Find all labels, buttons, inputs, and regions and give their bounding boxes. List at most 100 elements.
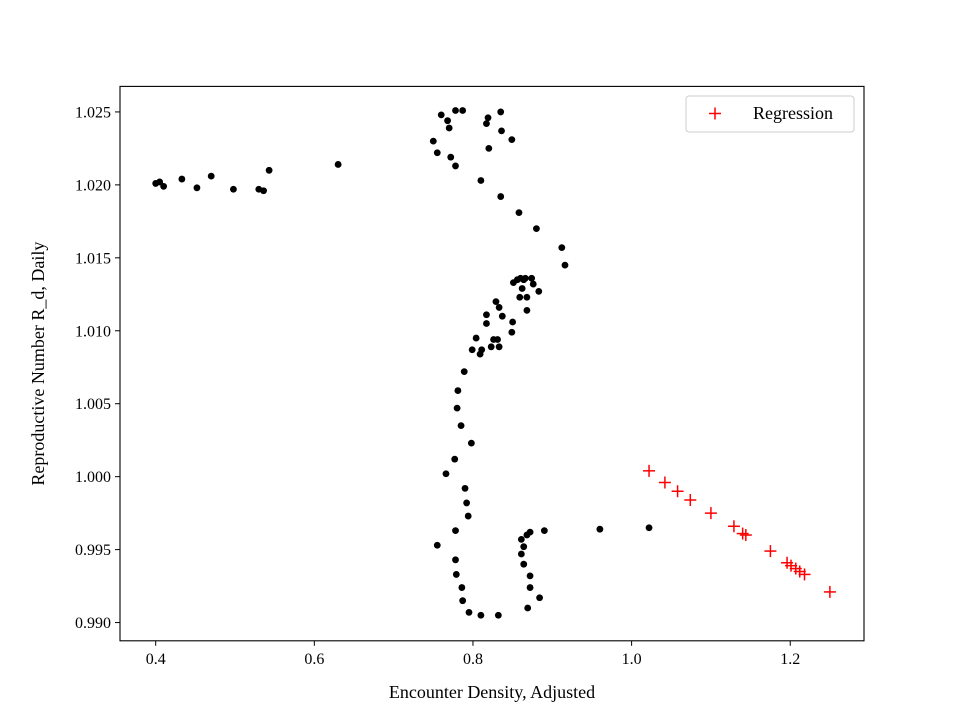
data-point	[540, 527, 548, 535]
data-point	[596, 525, 604, 533]
x-axis-ticks: 0.4 0.6 0.8 1.0 1.2	[146, 640, 800, 668]
regression-point	[785, 559, 798, 572]
data-point	[433, 541, 441, 549]
y-tick-label: 0.995	[75, 542, 111, 559]
data-point	[497, 193, 505, 200]
data-point	[528, 274, 536, 282]
data-point	[429, 137, 437, 145]
data-point	[521, 274, 529, 282]
data-point	[516, 293, 524, 301]
x-tick-label: 0.4	[146, 651, 166, 668]
data-point	[495, 304, 503, 311]
data-point	[452, 556, 459, 564]
data-point	[265, 166, 273, 174]
data-point	[494, 336, 501, 343]
data-point	[160, 182, 168, 190]
data-point	[452, 571, 460, 578]
regression-point	[736, 527, 749, 540]
data-point	[484, 114, 492, 122]
data-point	[536, 594, 543, 602]
data-point	[509, 318, 517, 326]
regression-point	[823, 585, 836, 598]
data-point	[454, 387, 462, 394]
legend-label-regression: Regression	[753, 103, 833, 123]
data-point	[445, 124, 453, 132]
regression-point	[798, 568, 811, 581]
data-point	[464, 512, 472, 520]
data-point	[476, 350, 484, 358]
data-point	[487, 343, 495, 351]
data-point	[457, 422, 465, 430]
data-point	[485, 145, 493, 152]
plot-frame	[119, 85, 865, 642]
data-point	[520, 560, 528, 568]
y-tick-label: 1.010	[75, 323, 111, 340]
legend-marker-regression	[709, 107, 721, 120]
data-point	[260, 187, 267, 195]
data-point	[452, 162, 459, 170]
data-point	[477, 177, 485, 184]
data-point	[472, 334, 480, 342]
data-point	[524, 604, 532, 612]
data-point	[492, 298, 500, 305]
data-point	[334, 161, 342, 168]
data-point	[451, 455, 459, 463]
legend-box	[685, 95, 855, 133]
data-point	[526, 528, 534, 536]
data-point	[437, 111, 445, 119]
data-point	[459, 107, 467, 114]
data-point	[533, 225, 540, 233]
data-point	[459, 597, 467, 605]
data-point	[461, 484, 469, 492]
data-point	[465, 608, 473, 616]
data-point	[230, 185, 237, 193]
data-point	[526, 572, 534, 580]
data-point	[508, 328, 516, 336]
data-point	[535, 287, 543, 295]
data-point	[520, 543, 528, 551]
data-point	[645, 524, 653, 532]
data-point	[444, 117, 451, 125]
data-point	[483, 120, 490, 128]
regression-point	[671, 485, 684, 498]
regression-point	[739, 529, 752, 542]
data-point	[460, 368, 468, 376]
regression-point	[704, 507, 717, 520]
data-point	[483, 320, 490, 327]
regression-point	[684, 494, 697, 507]
y-tick-label: 0.990	[75, 615, 111, 632]
y-tick-label: 1.005	[75, 396, 111, 413]
legend: Regression	[685, 95, 855, 133]
x-tick-label: 1.0	[622, 651, 642, 668]
y-tick-label: 1.020	[75, 177, 111, 194]
data-point	[483, 311, 490, 319]
data-point	[497, 108, 505, 116]
regression-point	[727, 520, 740, 533]
data-point	[453, 404, 461, 412]
data-point	[458, 584, 466, 591]
y-axis-label: Reproductive Number R_d, Daily	[28, 242, 48, 486]
data-point	[561, 261, 569, 269]
data-point	[207, 172, 215, 180]
data-point	[452, 107, 459, 114]
data-point	[442, 470, 450, 478]
x-tick-label: 1.2	[780, 651, 800, 668]
y-tick-label: 1.000	[75, 469, 111, 486]
data-point	[498, 312, 506, 320]
data-point	[508, 136, 516, 144]
x-tick-label: 0.8	[463, 651, 483, 668]
y-tick-label: 1.015	[75, 250, 111, 267]
data-point	[517, 550, 525, 558]
data-point	[468, 346, 476, 354]
y-axis-ticks: 0.990 0.995 1.000 1.005 1.010 1.015 1.020 1.025	[75, 104, 120, 632]
data-point	[498, 127, 505, 135]
data-point	[463, 499, 471, 507]
regression-point	[643, 464, 656, 477]
data-point	[526, 584, 534, 591]
data-point	[517, 536, 525, 543]
regression-point	[793, 565, 806, 578]
data-point	[477, 611, 485, 619]
y-tick-label: 1.025	[75, 104, 111, 121]
data-point	[523, 306, 531, 314]
